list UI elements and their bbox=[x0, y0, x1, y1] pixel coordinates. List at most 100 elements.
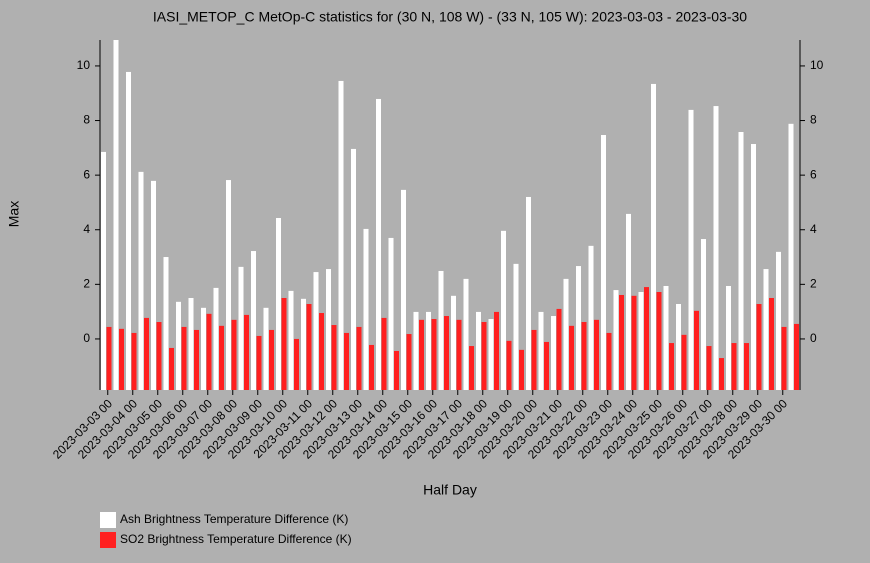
bar bbox=[388, 237, 394, 390]
bar bbox=[113, 40, 119, 390]
bar bbox=[394, 350, 399, 390]
bar bbox=[763, 269, 769, 390]
bar bbox=[244, 314, 249, 390]
bar bbox=[551, 316, 556, 390]
y-tick-label: 2 bbox=[83, 277, 90, 291]
bar bbox=[776, 251, 781, 390]
bar bbox=[251, 251, 256, 390]
bar bbox=[531, 329, 537, 390]
bar bbox=[638, 291, 644, 390]
bar bbox=[119, 328, 124, 390]
bar bbox=[351, 148, 356, 390]
bar bbox=[413, 311, 419, 390]
bar bbox=[376, 98, 381, 390]
bar bbox=[156, 322, 162, 390]
bar bbox=[588, 245, 594, 390]
bar bbox=[438, 270, 444, 390]
bar bbox=[263, 307, 269, 390]
bar bbox=[219, 325, 224, 390]
bar bbox=[476, 311, 481, 390]
bar bbox=[481, 322, 487, 390]
bar bbox=[601, 135, 606, 390]
bar bbox=[431, 319, 437, 390]
y-tick-label: 6 bbox=[83, 167, 90, 181]
chart-title: IASI_METOP_C MetOp-C statistics for (30 … bbox=[153, 9, 747, 25]
bar bbox=[338, 80, 344, 391]
bar bbox=[631, 295, 637, 390]
bar bbox=[231, 319, 237, 390]
bar bbox=[276, 218, 281, 390]
bar bbox=[313, 272, 319, 390]
bar bbox=[726, 285, 731, 390]
bar bbox=[451, 295, 456, 390]
bar bbox=[656, 291, 662, 390]
bar bbox=[769, 297, 774, 390]
legend-swatch bbox=[100, 532, 116, 548]
bar bbox=[401, 189, 406, 390]
bar bbox=[238, 266, 244, 390]
bar bbox=[181, 326, 187, 390]
y2-tick-label: 6 bbox=[810, 167, 817, 181]
bar bbox=[381, 317, 387, 390]
bar bbox=[681, 334, 687, 390]
bar bbox=[256, 335, 262, 390]
bar bbox=[463, 278, 469, 390]
bar bbox=[613, 290, 619, 390]
bar bbox=[794, 323, 799, 390]
bar bbox=[226, 180, 231, 390]
y2-tick-label: 4 bbox=[810, 222, 817, 236]
bar bbox=[176, 301, 181, 390]
bar bbox=[669, 343, 674, 390]
bar bbox=[456, 319, 462, 390]
y2-tick-label: 8 bbox=[810, 113, 817, 127]
bar bbox=[576, 266, 581, 390]
bar bbox=[501, 230, 506, 390]
bar bbox=[663, 285, 669, 390]
bar bbox=[406, 334, 412, 390]
bar bbox=[701, 239, 706, 390]
bar bbox=[426, 311, 431, 390]
bar bbox=[294, 338, 299, 390]
bar bbox=[131, 332, 137, 390]
bar bbox=[344, 332, 349, 390]
bar bbox=[369, 344, 374, 390]
bar bbox=[719, 358, 724, 390]
bar bbox=[513, 263, 519, 390]
bar bbox=[788, 123, 794, 390]
bar bbox=[188, 297, 194, 390]
y-tick-label: 4 bbox=[83, 222, 90, 236]
bar bbox=[363, 228, 369, 390]
bar bbox=[688, 109, 694, 390]
bar bbox=[326, 269, 331, 390]
y2-tick-label: 10 bbox=[810, 58, 824, 72]
bar bbox=[163, 257, 169, 390]
bar bbox=[731, 343, 737, 390]
bar bbox=[213, 287, 219, 390]
bar bbox=[269, 329, 274, 390]
bar bbox=[126, 71, 131, 391]
bar bbox=[206, 313, 212, 390]
bar bbox=[538, 311, 544, 390]
bar bbox=[306, 304, 312, 390]
bar bbox=[138, 171, 144, 390]
y-axis-label: Max bbox=[6, 201, 22, 227]
bar bbox=[288, 290, 294, 390]
bar bbox=[106, 326, 112, 390]
bar bbox=[756, 304, 762, 390]
y2-tick-label: 0 bbox=[810, 331, 817, 345]
bar bbox=[644, 287, 649, 390]
bar bbox=[331, 325, 337, 390]
y-tick-label: 10 bbox=[77, 58, 91, 72]
bar bbox=[281, 297, 287, 390]
legend-label: Ash Brightness Temperature Difference (K… bbox=[120, 512, 348, 526]
bar bbox=[144, 317, 149, 390]
bar bbox=[563, 278, 569, 390]
bar bbox=[469, 346, 474, 390]
bar bbox=[676, 304, 681, 390]
bar bbox=[626, 213, 631, 390]
bar bbox=[301, 298, 306, 390]
bar bbox=[694, 310, 699, 390]
bar bbox=[526, 196, 531, 390]
